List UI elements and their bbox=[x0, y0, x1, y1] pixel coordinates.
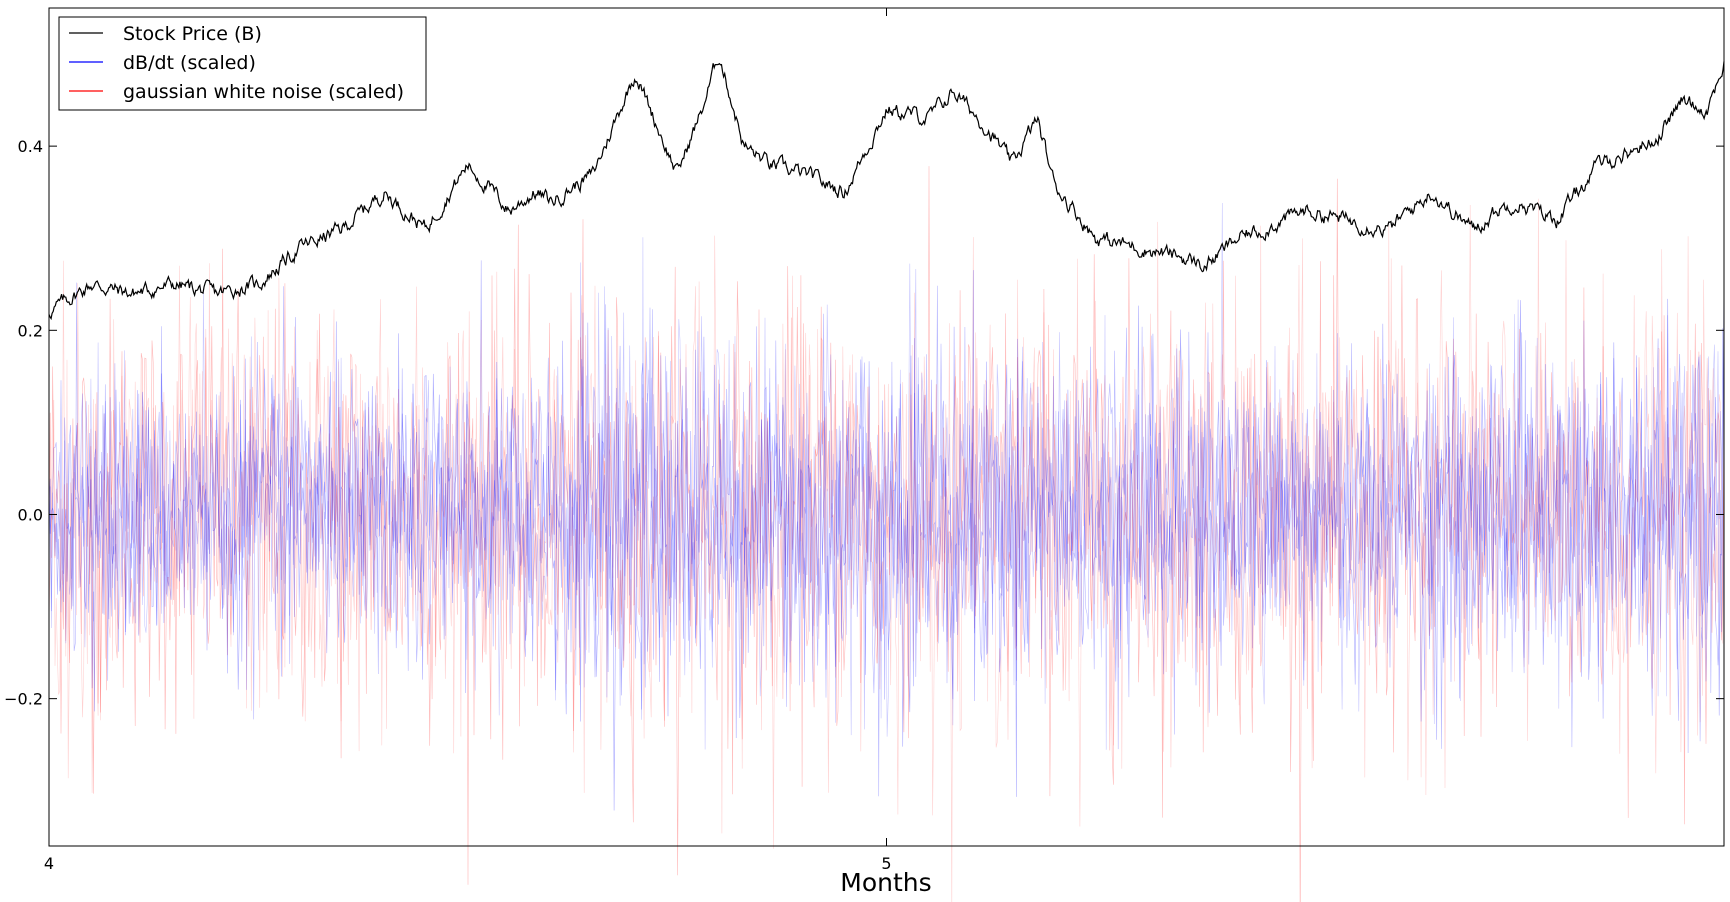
plot-background bbox=[49, 8, 1724, 846]
legend-label-noise: gaussian white noise (scaled) bbox=[123, 81, 404, 103]
y-tick-label: 0.0 bbox=[18, 505, 43, 524]
gaussian-white-noise-scaled--trace bbox=[48, 198, 1725, 902]
legend-box bbox=[58, 16, 427, 111]
legend-label-dbdt: dB/dt (scaled) bbox=[123, 52, 256, 74]
db-dt-scaled--trace bbox=[48, 270, 1725, 811]
stock-price-line bbox=[48, 61, 1725, 321]
legend: Stock Price (B) dB/dt (scaled) gaussian … bbox=[58, 16, 427, 111]
dbdt-series bbox=[48, 202, 1725, 811]
gaussian-noise-series bbox=[48, 166, 1725, 902]
gaussian-white-noise-scaled--trace bbox=[48, 166, 1725, 902]
y-tick-label: −0.2 bbox=[4, 690, 43, 709]
y-tick-label: 0.4 bbox=[18, 137, 43, 156]
x-tick-label: 5 bbox=[881, 854, 891, 873]
x-tick-label: 4 bbox=[44, 854, 54, 873]
y-tick-label: 0.2 bbox=[18, 321, 43, 340]
x-axis-label: Months bbox=[840, 868, 931, 897]
db-dt-scaled--trace bbox=[48, 202, 1725, 750]
y-axis: 0.4 0.2 0.0 −0.2 bbox=[4, 137, 1724, 709]
legend-label-stock: Stock Price (B) bbox=[123, 23, 262, 45]
db-dt-scaled--trace bbox=[48, 260, 1725, 797]
